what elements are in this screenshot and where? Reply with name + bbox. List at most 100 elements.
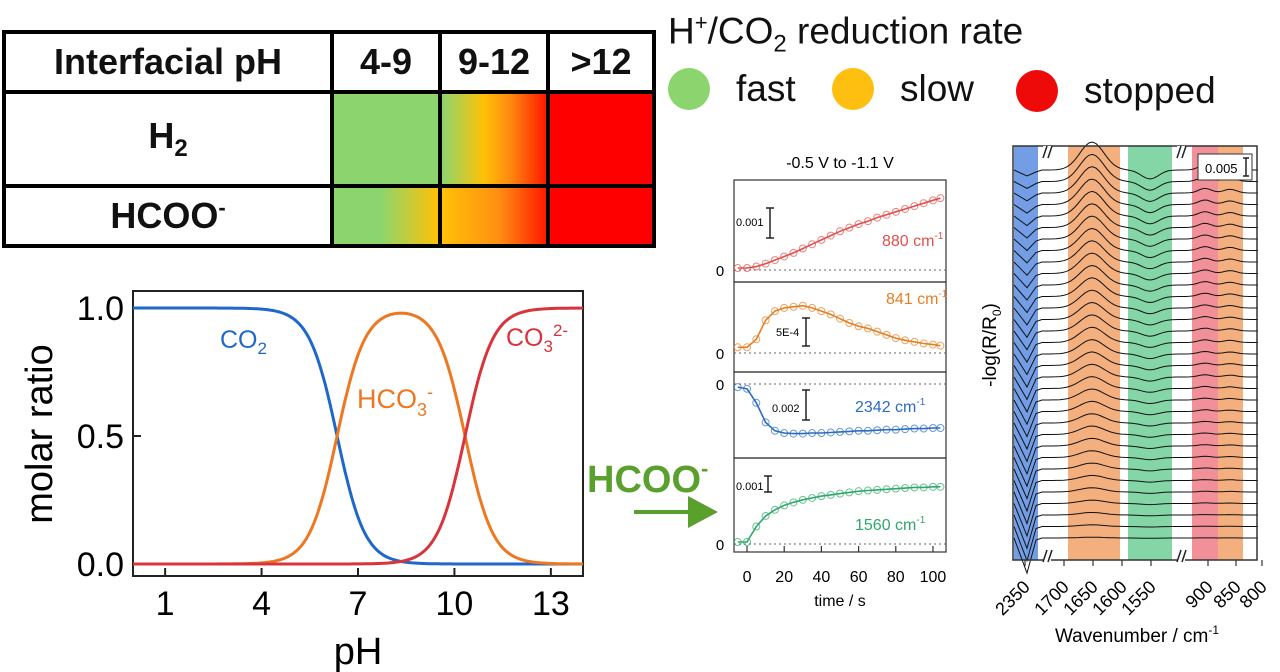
kinetics-point xyxy=(752,522,761,531)
kinetics-point xyxy=(919,199,928,208)
spectrum-line xyxy=(1013,314,1258,351)
spectrum-line xyxy=(1013,363,1258,401)
legend-item-stopped: stopped xyxy=(1016,70,1216,112)
spectrum-line xyxy=(1013,524,1258,563)
series-co3-line xyxy=(133,306,583,566)
interfacial-ph-table: Interfacial pH 4-9 9-12 >12 H2 HCOO- xyxy=(2,30,656,248)
kinetics-point xyxy=(928,196,937,205)
header-ph-gt12: >12 xyxy=(546,30,656,94)
spectrum-line xyxy=(1013,536,1258,575)
stopped-dot-icon xyxy=(1016,70,1058,112)
spectrum-line xyxy=(1013,301,1258,339)
kinetics-point xyxy=(919,339,928,348)
kinetics-point xyxy=(891,207,900,216)
kinetics-point xyxy=(873,213,882,222)
kinetics-point xyxy=(882,485,891,494)
kinetics-point xyxy=(836,427,844,436)
cell-h2-fast xyxy=(330,90,442,188)
kinetics-point xyxy=(910,202,919,211)
cell-hcoo-stopped xyxy=(546,184,656,248)
speciation-xtick-label: 1 xyxy=(156,585,175,623)
kinetics-xtick-label: 40 xyxy=(813,569,831,586)
kinetics-point xyxy=(845,427,854,436)
kinetics-point xyxy=(770,256,779,265)
kinetics-point xyxy=(873,426,882,435)
wavenumber-label-2342: 2342 cm-1 xyxy=(855,397,926,416)
kinetics-point xyxy=(873,485,882,494)
kinetics-xtick-label: 0 xyxy=(743,569,752,586)
kinetics-point xyxy=(770,505,779,514)
legend-item-slow: slow xyxy=(832,68,974,110)
kinetics-point xyxy=(936,424,945,432)
kinetics-point xyxy=(854,426,863,435)
kinetics-xtick-label: 60 xyxy=(850,569,868,586)
spectra-xtick-label: 2350 xyxy=(991,577,1033,619)
kinetics-point xyxy=(936,482,945,491)
kinetics-point xyxy=(770,426,779,435)
speciation-xtick-label: 13 xyxy=(532,585,570,623)
kinetics-point xyxy=(789,429,798,438)
speciation-ytick-label: 0.5 xyxy=(77,418,124,456)
kinetics-point xyxy=(891,484,900,493)
kinetics-point xyxy=(789,302,798,311)
cell-hcoo-slow xyxy=(438,184,550,248)
wavenumber-label-1560: 1560 cm-1 xyxy=(855,515,926,534)
spectrum-line xyxy=(1013,203,1258,239)
zero-label: 0 xyxy=(716,537,724,554)
axis-break-icon xyxy=(1176,549,1182,563)
spectra-xtick-label: 900 xyxy=(1181,577,1216,612)
kinetics-point xyxy=(817,429,826,438)
kinetics-point xyxy=(936,341,945,350)
kinetics-point xyxy=(761,418,770,427)
kinetics-point xyxy=(780,501,789,510)
kinetics-point xyxy=(743,343,752,352)
kinetics-xtick-label: 20 xyxy=(775,569,793,586)
zero-label: 0 xyxy=(716,346,724,363)
kinetics-point xyxy=(770,307,779,316)
spectra-xlabel: Wavenumber / cm-1 xyxy=(1055,623,1219,647)
kinetics-point xyxy=(836,227,844,236)
kinetics-point xyxy=(780,252,789,261)
spectrum-line xyxy=(1013,512,1258,550)
kinetics-point xyxy=(826,231,835,240)
kinetics-point xyxy=(789,248,798,257)
spectrum-line xyxy=(1013,425,1258,463)
spectrum-line xyxy=(1013,240,1258,277)
kinetics-point xyxy=(901,204,910,213)
kinetics-point xyxy=(845,488,854,497)
arrow-head-icon xyxy=(688,496,718,528)
series-label-hco3: HCO3- xyxy=(357,382,433,420)
kinetics-point xyxy=(891,334,900,343)
speciation-xtick-label: 4 xyxy=(252,585,271,623)
kinetics-point xyxy=(863,324,872,333)
kinetics-point xyxy=(780,429,789,438)
speciation-ytick-label: 1.0 xyxy=(77,290,124,328)
kinetics-point xyxy=(826,490,835,499)
kinetics-point xyxy=(743,264,752,272)
kinetics-point xyxy=(910,424,919,433)
speciation-chart: 1 4 7 10 13 0.0 0.5 1.0 pH molar ratio CO2 HCO3… xyxy=(19,290,584,672)
spectrum-line xyxy=(1013,499,1258,538)
kinetics-point xyxy=(882,425,891,434)
kinetics-point xyxy=(780,303,789,312)
kinetics-point xyxy=(863,426,872,435)
kinetics-point xyxy=(817,492,826,501)
kinetics-point xyxy=(845,319,854,327)
spectrum-line xyxy=(1013,215,1258,252)
spectrum-line xyxy=(1013,388,1258,426)
kinetics-point xyxy=(910,337,919,346)
series-label-co3: CO32- xyxy=(506,321,568,356)
row-label-hcoo: HCOO- xyxy=(2,184,334,248)
kinetics-point xyxy=(817,235,826,244)
kinetics-point xyxy=(789,498,798,507)
spectra-xtick-label: 1550 xyxy=(1117,577,1159,619)
kinetics-point xyxy=(836,489,844,498)
kinetics-point xyxy=(752,335,761,344)
kinetics-panel-1560 xyxy=(733,457,947,553)
kinetics-point xyxy=(761,316,770,325)
row-label-h2: H2 xyxy=(2,90,334,188)
kinetics-point xyxy=(826,428,835,437)
kinetics-point xyxy=(919,424,928,433)
